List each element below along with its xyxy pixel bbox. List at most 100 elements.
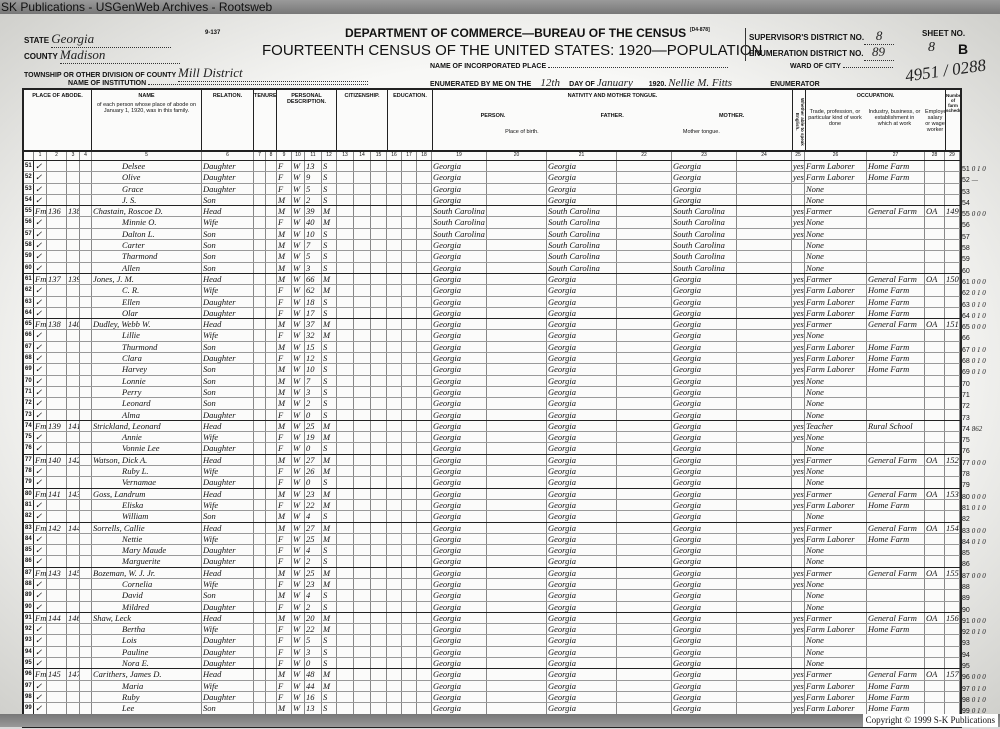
- blank-cell: [417, 703, 432, 714]
- family-number-cell: [67, 386, 80, 398]
- blank-cell: [417, 646, 432, 658]
- blank-cell: [402, 691, 417, 703]
- blank-cell: [337, 533, 354, 545]
- employer-class-cell: OA: [925, 273, 945, 285]
- farm-schedule-cell: [945, 680, 960, 691]
- tenure-cell: [254, 183, 266, 194]
- family-number-cell: [67, 296, 80, 307]
- blank-cell: [417, 217, 432, 228]
- blank-cell: [80, 680, 92, 691]
- trade-cell: Farmer: [805, 273, 867, 285]
- dwelling-number-cell: 136: [47, 206, 67, 217]
- blank-cell: [387, 319, 402, 330]
- dwelling-number-cell: 144: [47, 612, 67, 624]
- age-cell: 2: [305, 601, 322, 612]
- sex-cell: M: [277, 522, 292, 533]
- person-name-cell: Watson, Dick A.: [92, 454, 202, 466]
- supervisor-district-value: 8: [864, 28, 895, 45]
- marital-status-cell: S: [322, 183, 337, 194]
- blank-cell: [354, 194, 371, 206]
- tenure-cell: [254, 273, 266, 285]
- dwelling-number-cell: [47, 307, 67, 319]
- tenure-cell: [254, 364, 266, 375]
- blank-cell: [617, 477, 672, 488]
- relation-cell: Son: [202, 251, 254, 262]
- header-mother: MOTHER.: [718, 113, 745, 119]
- blank-cell: [354, 330, 371, 341]
- blank-cell: [337, 578, 354, 590]
- trade-cell: None: [805, 432, 867, 443]
- family-number-cell: [67, 590, 80, 601]
- sex-cell: F: [277, 217, 292, 228]
- blank-cell: [402, 658, 417, 669]
- race-cell: W: [292, 612, 305, 624]
- family-number-cell: [67, 364, 80, 375]
- marital-status-cell: S: [322, 172, 337, 183]
- farm-schedule-cell: [945, 375, 960, 386]
- tenure-cell: [254, 522, 266, 533]
- census-table: PLACE OF ABODE. NAME of each person whose…: [22, 88, 962, 728]
- speaks-english-cell: [792, 251, 805, 262]
- farm-schedule-cell: [945, 194, 960, 206]
- dwelling-number-cell: [47, 691, 67, 703]
- blank-cell: [417, 353, 432, 364]
- blank-cell: [617, 398, 672, 409]
- father-birthplace-cell: Georgia: [547, 624, 617, 635]
- enumerated-label: ENUMERATED BY ME ON THE: [430, 81, 532, 88]
- blank-cell: [354, 567, 371, 578]
- blank-cell: [371, 443, 387, 454]
- right-line-number: 59: [962, 254, 1000, 265]
- blank-cell: [387, 590, 402, 601]
- industry-cell: [867, 375, 925, 386]
- blank-cell: [337, 590, 354, 601]
- father-birthplace-cell: Georgia: [547, 691, 617, 703]
- column-number: 11: [305, 152, 322, 160]
- line-number-cell: 93: [24, 635, 34, 646]
- blank-cell: ✓: [34, 477, 47, 488]
- farm-schedule-cell: [945, 703, 960, 714]
- line-number: 66: [962, 335, 970, 343]
- family-number-cell: [67, 307, 80, 319]
- birthplace-cell: Georgia: [432, 691, 487, 703]
- birthplace-cell: Georgia: [432, 680, 487, 691]
- dwelling-number-cell: [47, 364, 67, 375]
- trade-cell: Farmer: [805, 319, 867, 330]
- mother-birthplace-cell: Georgia: [672, 443, 737, 454]
- employer-class-cell: [925, 466, 945, 477]
- mother-birthplace-cell: Georgia: [672, 194, 737, 206]
- dwelling-number-cell: [47, 240, 67, 251]
- mother-birthplace-cell: Georgia: [672, 522, 737, 533]
- blank-cell: [737, 353, 792, 364]
- blank-cell: [387, 658, 402, 669]
- table-row: 78 ✓ Ruby L. Wife F W 26 M Georgia Georgia Georgia…: [24, 466, 960, 478]
- speaks-english-cell: [792, 409, 805, 420]
- mother-birthplace-cell: Georgia: [672, 341, 737, 353]
- age-cell: 25: [305, 420, 322, 432]
- dwelling-number-cell: 142: [47, 522, 67, 533]
- tenure-cell: [254, 262, 266, 273]
- blank-cell: [371, 703, 387, 714]
- father-birthplace-cell: Georgia: [547, 307, 617, 319]
- race-cell: W: [292, 590, 305, 601]
- person-name-cell: Dudley, Webb W.: [92, 319, 202, 330]
- line-number-cell: 85: [24, 545, 34, 556]
- blank-cell: [402, 545, 417, 556]
- line-number-cell: 58: [24, 240, 34, 251]
- father-birthplace-cell: South Carolina: [547, 228, 617, 240]
- blank-cell: [737, 398, 792, 409]
- blank-cell: [737, 488, 792, 499]
- blank-cell: [402, 353, 417, 364]
- speaks-english-cell: yes: [793, 680, 805, 691]
- blank-cell: [487, 398, 547, 409]
- blank-cell: [417, 680, 432, 691]
- employer-class-cell: [925, 285, 945, 296]
- line-number: 83: [962, 527, 970, 535]
- margin-code: —: [971, 176, 979, 185]
- line-number: 99: [962, 708, 970, 716]
- line-number: 65: [962, 324, 970, 332]
- margin-code: 0 1 0: [971, 628, 986, 637]
- family-number-cell: [67, 161, 80, 172]
- right-line-number: 85: [962, 548, 1000, 559]
- line-number-cell: 71: [24, 386, 34, 398]
- line-number-cell: 61: [24, 273, 34, 285]
